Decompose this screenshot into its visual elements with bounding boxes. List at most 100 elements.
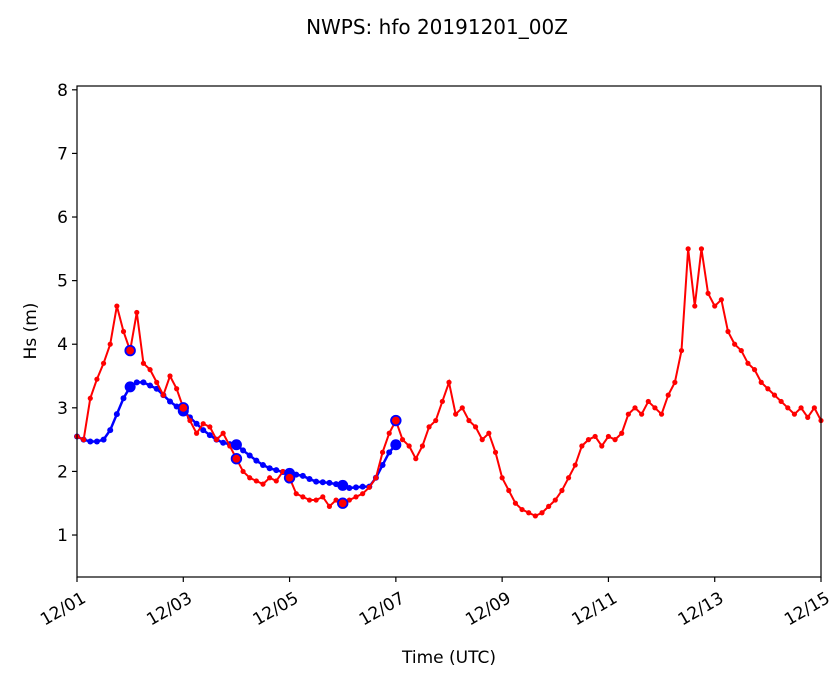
data-point xyxy=(87,395,93,401)
data-point xyxy=(366,484,372,490)
data-point xyxy=(652,405,658,411)
y-tick-label: 6 xyxy=(57,208,68,228)
data-point xyxy=(134,309,140,316)
data-point xyxy=(453,411,459,417)
data-point xyxy=(273,478,279,484)
data-point xyxy=(240,447,247,454)
x-axis: 12/01 12/03 12/05 12/07 12/09 12/11 12/13 12/15 xyxy=(37,577,834,630)
data-point xyxy=(133,379,140,386)
data-point xyxy=(360,491,366,497)
data-point xyxy=(120,395,127,402)
data-point xyxy=(479,437,485,443)
data-point xyxy=(665,392,671,398)
data-point xyxy=(805,414,811,420)
x-tick-label: 12/05 xyxy=(250,588,302,630)
data-point xyxy=(771,392,778,398)
data-point xyxy=(685,246,691,252)
blue-highlight-point xyxy=(124,381,136,393)
data-point xyxy=(399,437,406,443)
data-point xyxy=(592,433,598,440)
y-tick-label: 5 xyxy=(57,272,68,292)
data-point xyxy=(811,405,817,411)
data-point xyxy=(114,303,120,309)
data-point xyxy=(386,430,392,436)
data-point xyxy=(712,303,718,309)
data-point xyxy=(791,411,798,417)
data-point xyxy=(612,437,618,443)
data-point xyxy=(193,420,200,427)
data-point xyxy=(260,481,266,487)
data-point xyxy=(107,341,113,347)
y-tick-label: 4 xyxy=(57,335,68,355)
data-point xyxy=(406,443,412,449)
data-point xyxy=(167,398,173,405)
data-point xyxy=(246,452,253,459)
data-point xyxy=(692,303,698,309)
x-tick-label: 12/07 xyxy=(356,588,408,630)
data-point xyxy=(572,462,578,468)
data-point xyxy=(459,405,465,411)
data-point xyxy=(253,478,259,484)
data-point xyxy=(253,457,260,464)
data-point xyxy=(174,386,180,392)
data-point xyxy=(472,424,479,430)
data-point xyxy=(758,379,764,385)
y-axis: 1 2 3 4 5 6 7 8 xyxy=(57,81,77,546)
data-point xyxy=(313,478,320,485)
data-point xyxy=(446,379,452,385)
data-point xyxy=(306,476,313,483)
data-point xyxy=(433,417,439,424)
data-point xyxy=(140,360,147,366)
data-point xyxy=(413,456,419,462)
data-point xyxy=(326,503,333,510)
data-point xyxy=(93,438,100,445)
data-point xyxy=(359,483,366,490)
data-point xyxy=(559,487,565,494)
data-point xyxy=(751,367,758,373)
data-point xyxy=(379,462,386,469)
data-point xyxy=(147,367,153,373)
y-tick-label: 3 xyxy=(57,399,68,419)
data-point xyxy=(207,424,213,430)
data-point xyxy=(200,427,207,434)
data-point xyxy=(87,438,94,445)
data-point xyxy=(147,382,154,389)
data-point xyxy=(486,430,492,436)
data-point xyxy=(293,491,299,497)
data-point xyxy=(499,475,505,481)
data-point xyxy=(154,379,160,385)
data-point xyxy=(247,475,253,481)
data-point xyxy=(206,432,213,439)
data-point xyxy=(725,328,731,335)
data-point xyxy=(213,437,220,443)
data-point xyxy=(585,437,592,443)
data-point xyxy=(193,430,200,436)
data-point xyxy=(732,341,738,347)
data-point xyxy=(785,405,791,411)
data-point xyxy=(100,436,107,443)
data-point xyxy=(579,443,585,449)
data-point xyxy=(519,506,525,513)
data-point xyxy=(718,297,724,303)
series-blue xyxy=(74,379,399,491)
data-point xyxy=(94,376,100,382)
data-point xyxy=(565,475,572,481)
x-tick-label: 12/09 xyxy=(462,588,514,630)
data-point xyxy=(273,467,280,474)
data-point xyxy=(353,484,359,491)
data-point xyxy=(107,427,114,434)
data-point xyxy=(546,503,552,510)
data-point xyxy=(639,411,645,417)
data-point xyxy=(625,411,631,417)
data-point xyxy=(426,424,432,430)
y-tick-label: 8 xyxy=(57,81,68,101)
y-axis-label: Hs (m) xyxy=(21,303,41,360)
data-point xyxy=(200,421,206,427)
data-point xyxy=(386,449,393,456)
data-point xyxy=(300,494,306,500)
red-highlight-point xyxy=(283,472,296,484)
series-red xyxy=(74,246,824,519)
data-point xyxy=(698,246,705,252)
data-point xyxy=(160,392,166,398)
data-point xyxy=(299,472,306,479)
